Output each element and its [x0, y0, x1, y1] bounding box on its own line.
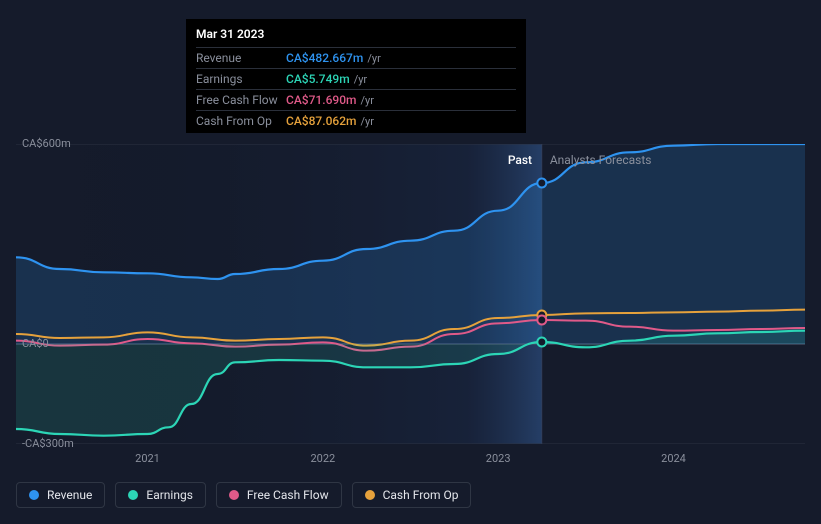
tooltip-metric-label: Cash From Op [196, 114, 286, 128]
legend-item-cash-from-op[interactable]: Cash From Op [352, 482, 472, 508]
tooltip-metric-value: CA$482.667m [286, 51, 363, 65]
x-axis-label: 2023 [486, 452, 511, 465]
legend-label: Cash From Op [383, 488, 459, 502]
legend-dot-icon [29, 490, 39, 500]
x-axis-label: 2024 [661, 452, 686, 465]
tooltip-row: Free Cash FlowCA$71.690m/yr [196, 89, 516, 110]
tooltip-unit: /yr [354, 73, 367, 86]
chart-tooltip: Mar 31 2023 RevenueCA$482.667m/yrEarning… [186, 19, 526, 133]
legend-label: Earnings [146, 488, 193, 502]
legend-dot-icon [229, 490, 239, 500]
tooltip-date: Mar 31 2023 [196, 27, 516, 41]
tooltip-metric-label: Free Cash Flow [196, 93, 286, 107]
financials-chart: CA$600m CA$0 -CA$300m 2021 2022 2023 2024 Pas… [16, 120, 805, 480]
legend-dot-icon [128, 490, 138, 500]
tooltip-row: EarningsCA$5.749m/yr [196, 68, 516, 89]
legend-label: Free Cash Flow [247, 488, 329, 502]
chart-svg [16, 144, 805, 444]
tooltip-unit: /yr [361, 94, 374, 107]
y-axis-label: CA$600m [22, 137, 71, 150]
tooltip-metric-value: CA$71.690m [286, 93, 357, 107]
legend-dot-icon [365, 490, 375, 500]
tooltip-unit: /yr [367, 52, 380, 65]
chart-legend: Revenue Earnings Free Cash Flow Cash From O… [16, 482, 471, 508]
past-section-label: Past [508, 153, 532, 167]
tooltip-row: Cash From OpCA$87.062m/yr [196, 110, 516, 131]
legend-item-free-cash-flow[interactable]: Free Cash Flow [216, 482, 342, 508]
tooltip-row: RevenueCA$482.667m/yr [196, 47, 516, 68]
forecast-section-label: Analysts Forecasts [550, 153, 652, 167]
legend-label: Revenue [47, 488, 92, 502]
x-axis-label: 2021 [135, 452, 160, 465]
tooltip-metric-label: Revenue [196, 51, 286, 65]
tooltip-metric-value: CA$5.749m [286, 72, 350, 86]
legend-item-earnings[interactable]: Earnings [115, 482, 206, 508]
tooltip-metric-label: Earnings [196, 72, 286, 86]
x-axis-label: 2022 [310, 452, 335, 465]
legend-item-revenue[interactable]: Revenue [16, 482, 105, 508]
y-axis-label: -CA$300m [22, 437, 74, 450]
chart-plot-area[interactable] [16, 144, 805, 444]
tooltip-unit: /yr [361, 115, 374, 128]
y-axis-label: CA$0 [22, 337, 49, 350]
tooltip-metric-value: CA$87.062m [286, 114, 357, 128]
